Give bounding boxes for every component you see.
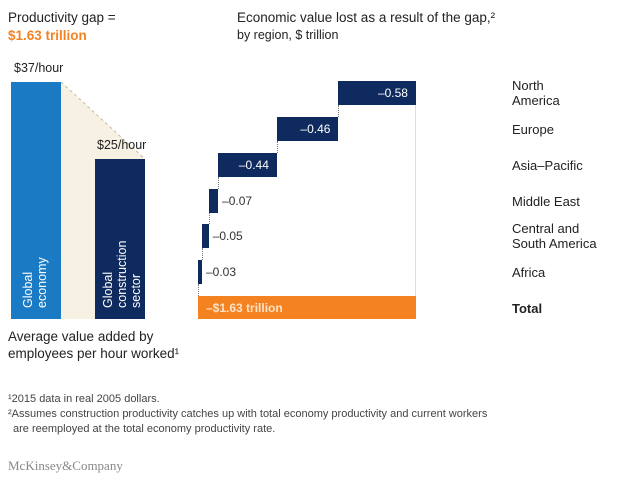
connector-line: [208, 213, 210, 224]
category-label: Central and South America: [512, 221, 597, 251]
category-label: Middle East: [512, 194, 580, 209]
region-value-label: –0.46: [300, 122, 331, 136]
left-caption: Average value added by employees per hour…: [8, 328, 179, 362]
region-value-label: –0.05: [212, 229, 243, 243]
region-value-label: –0.07: [222, 194, 253, 208]
total-value-label: –$1.63 trillion: [206, 301, 283, 315]
footnote-2: ²Assumes construction productivity catch…: [8, 408, 488, 420]
category-label-line: Africa: [512, 264, 546, 280]
chart-title: Economic value lost as a result of the g…: [237, 10, 496, 25]
region-bar: [202, 224, 209, 248]
waterfall-chart: –0.58 North America –0.46 Europe –0.44 Asia–Pa…: [198, 78, 597, 319]
caption-line: employees per hour worked¹: [8, 346, 180, 361]
construction-bar: Global construction sector: [95, 159, 145, 319]
left-title: Productivity gap =: [8, 10, 116, 25]
region-bar: [218, 153, 277, 177]
footnote-2-cont: are reemployed at the total economy prod…: [13, 423, 276, 435]
connector-line: [338, 105, 340, 117]
gap-connector: [60, 81, 146, 319]
region-value-label: –0.03: [206, 265, 237, 279]
chart-subtitle: by region, $ trillion: [237, 28, 339, 42]
connector-line: [198, 284, 199, 296]
category-label-line: Total: [512, 300, 543, 316]
category-label-line: Asia–Pacific: [512, 157, 583, 173]
category-label-line: Central and: [512, 221, 580, 236]
connector-line: [276, 141, 278, 153]
right-guide-line: [415, 105, 416, 296]
category-label: Asia–Pacific: [512, 158, 583, 173]
connector-line: [218, 177, 220, 189]
total-bar: [198, 296, 416, 319]
mckinsey-logo: McKinsey&Company: [8, 458, 123, 473]
global-economy-bar: Global economy: [11, 82, 61, 319]
category-label: Africa: [512, 265, 545, 280]
category-label-line: Middle East: [512, 193, 580, 209]
region-bar: [338, 81, 416, 105]
category-label-line: South America: [512, 236, 597, 251]
category-label-line: Europe: [512, 121, 554, 137]
region-bar: [198, 260, 202, 284]
connector-line: [202, 248, 203, 260]
region-bar: [276, 117, 339, 141]
global-economy-value: $37/hour: [14, 61, 64, 75]
category-label-line: America: [512, 93, 560, 108]
region-value-label: –0.44: [238, 158, 269, 172]
caption-line: Average value added by: [8, 329, 154, 344]
region-bar: [208, 189, 219, 213]
construction-value: $25/hour: [97, 138, 147, 152]
category-label-line: North: [512, 78, 544, 93]
category-label: Total: [512, 301, 542, 316]
footnote-1: ¹2015 data in real 2005 dollars.: [8, 393, 160, 405]
gap-value: $1.63 trillion: [8, 28, 87, 43]
category-label: North America: [512, 78, 560, 108]
category-label: Europe: [512, 122, 554, 137]
region-value-label: –0.58: [377, 86, 408, 100]
